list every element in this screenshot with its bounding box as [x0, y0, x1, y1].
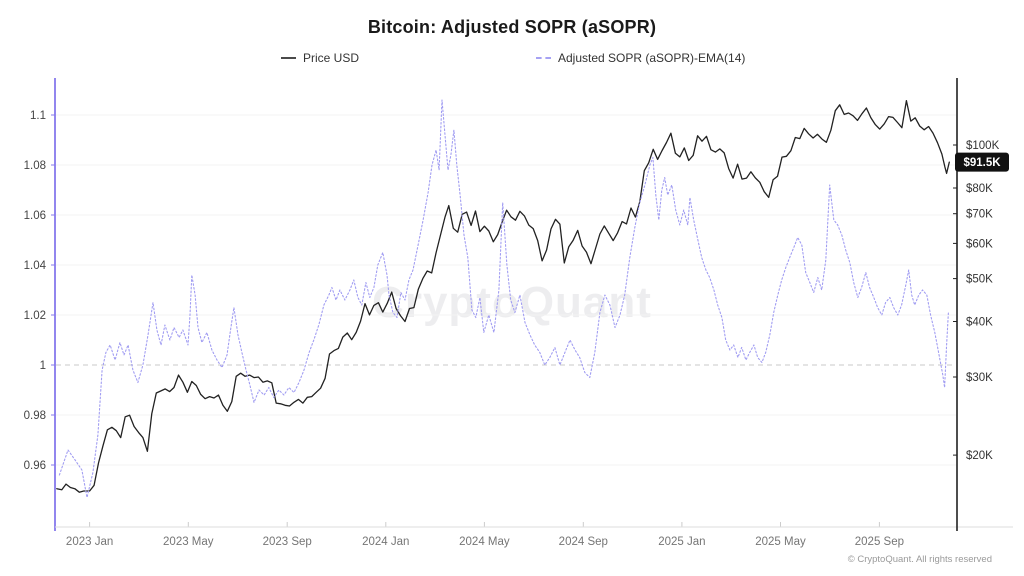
left-axis-label: 1.02	[24, 310, 46, 322]
left-axis-label: 0.96	[24, 460, 46, 472]
left-axis-label: 1.04	[24, 260, 47, 272]
x-axis-label: 2024 Sep	[559, 536, 608, 548]
legend-label-price: Price USD	[303, 51, 360, 65]
right-axis-label: $100K	[966, 140, 1000, 152]
x-axis-label: 2025 Jan	[658, 536, 705, 548]
right-axis-label: $30K	[966, 372, 993, 384]
price-line	[56, 99, 950, 493]
x-axis-label: 2024 May	[459, 536, 510, 548]
left-axis-label: 1.08	[24, 160, 46, 172]
asopr-line-swatch	[536, 57, 551, 59]
x-axis-label: 2023 May	[163, 536, 214, 548]
x-axis-label: 2025 Sep	[855, 536, 904, 548]
price-line-swatch	[281, 57, 296, 59]
left-axis-label: 1.06	[24, 210, 46, 222]
last-price-badge-label: $91.5K	[963, 157, 1001, 169]
right-axis-label: $20K	[966, 450, 993, 462]
asopr-line	[58, 99, 949, 499]
right-axis-label: $40K	[966, 317, 993, 329]
x-axis-label: 2023 Sep	[263, 536, 312, 548]
legend-item-price[interactable]: Price USD	[281, 51, 359, 65]
left-axis-label: 1	[40, 360, 46, 372]
copyright-footer: © CryptoQuant. All rights reserved	[847, 554, 992, 565]
right-axis-label: $80K	[966, 183, 993, 195]
right-axis-label: $60K	[966, 238, 993, 250]
last-price-badge	[955, 152, 1009, 172]
x-axis-label: 2025 May	[755, 536, 806, 548]
legend-item-asopr[interactable]: Adjusted SOPR (aSOPR)-EMA(14)	[536, 51, 745, 65]
x-axis-label: 2023 Jan	[66, 536, 113, 548]
left-axis-label: 1.1	[30, 110, 46, 122]
legend-label-asopr: Adjusted SOPR (aSOPR)-EMA(14)	[558, 51, 746, 65]
chart-title: Bitcoin: Adjusted SOPR (aSOPR)	[367, 17, 657, 37]
x-axis-label: 2024 Jan	[362, 536, 409, 548]
left-axis-label: 0.98	[24, 410, 46, 422]
right-axis-label: $50K	[966, 274, 993, 286]
right-axis-label: $70K	[966, 209, 993, 221]
